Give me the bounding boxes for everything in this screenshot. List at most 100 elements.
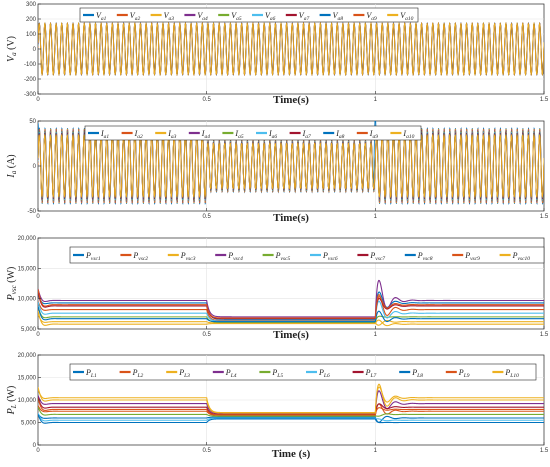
series-line-pl5 xyxy=(38,406,544,417)
chart-3: 0 0.5 1 1.5 5,000 10,000 15,000 20,000 Time(s) Pv… xyxy=(6,236,549,341)
legend-label-pvsc6: Pvsc6 xyxy=(322,251,338,262)
y-tick-label: 15,000 xyxy=(18,266,37,272)
series-line-pl8 xyxy=(38,414,544,424)
x-axis-label: Time (s) xyxy=(272,448,311,460)
series-line-pvsc4 xyxy=(38,279,544,318)
legend-label-ia6: Ia6 xyxy=(268,129,277,140)
chart-1: 0 0.5 1 1.5 -300 -200 -100 0 100 200 300 Time(s) Va … xyxy=(6,2,549,106)
y-axis-label: PL (W) xyxy=(6,386,18,416)
legend-label-va3: Va3 xyxy=(164,11,175,22)
legend-label-pl3: PL3 xyxy=(178,368,190,379)
legend-label-va10: Va10 xyxy=(400,11,413,22)
x-tick-label: 1 xyxy=(374,97,378,103)
series-group xyxy=(38,121,544,205)
series-line-pl1 xyxy=(38,413,544,423)
series-line-pvsc9 xyxy=(38,289,544,319)
legend-label-va2: Va2 xyxy=(130,11,141,22)
legend-label-pvsc7: Pvsc7 xyxy=(369,251,385,262)
legend-label-va9: Va9 xyxy=(366,11,377,22)
legend-box xyxy=(69,363,537,381)
legend-label-pvsc10: Pvsc10 xyxy=(512,251,531,262)
legend-label-pl8: PL8 xyxy=(411,368,423,379)
legend-label-pvsc9: Pvsc9 xyxy=(464,251,480,262)
series-line-pl6 xyxy=(38,412,544,422)
legend: Pvsc1 Pvsc2 Pvsc3 Pvsc4 Pvsc5 Pvsc6 Pvsc7 Pvsc8… xyxy=(69,246,545,264)
y-tick-label: 200 xyxy=(26,17,37,23)
x-tick-label: 1 xyxy=(374,214,378,220)
legend-label-va8: Va8 xyxy=(333,11,344,22)
series-line-pvsc8 xyxy=(38,306,544,323)
legend: PL1 PL2 PL3 PL4 PL5 PL6 PL7 PL8 PL9 PL10 xyxy=(69,363,537,381)
legend-label-pvsc2: Pvsc2 xyxy=(132,251,148,262)
series-line-pvsc2 xyxy=(38,294,544,322)
chart-4: 0 0.5 1 1.5 0 5,000 10,000 15,000 20,000 Time (s)… xyxy=(6,353,549,460)
legend-label-ia5: Ia5 xyxy=(234,129,243,140)
y-tick-label: 15,000 xyxy=(18,376,37,382)
legend-label-pl4: PL4 xyxy=(225,368,237,379)
legend-label-pvsc8: Pvsc8 xyxy=(417,251,433,262)
y-tick-label: -100 xyxy=(24,62,37,68)
legend-label-va5: Va5 xyxy=(231,11,242,22)
legend-label-pl9: PL9 xyxy=(458,368,470,379)
x-tick-label: 1.5 xyxy=(540,448,549,454)
x-tick-label: 0 xyxy=(36,214,40,220)
legend-box xyxy=(69,246,545,264)
series-line-pvsc1 xyxy=(38,291,544,320)
x-axis-label: Time(s) xyxy=(273,212,309,224)
series-line-pvsc10 xyxy=(38,310,544,327)
series-line-pvsc6 xyxy=(38,300,544,322)
legend-label-pl2: PL2 xyxy=(132,368,144,379)
legend-label-pl5: PL5 xyxy=(271,368,283,379)
x-tick-label: 0.5 xyxy=(202,448,211,454)
y-tick-label: 0 xyxy=(33,443,37,449)
legend-box xyxy=(79,7,419,23)
series-group xyxy=(38,279,544,327)
legend-label-pvsc1: Pvsc1 xyxy=(85,251,101,262)
x-tick-label: 1.5 xyxy=(540,214,549,220)
legend: Ia1 Ia2 Ia3 Ia4 Ia5 Ia6 Ia7 Ia8 Ia9 Ia10 xyxy=(84,125,422,141)
x-tick-label: 1.5 xyxy=(540,97,549,103)
series-line-pl9 xyxy=(38,398,544,416)
x-tick-label: 1 xyxy=(374,448,378,454)
legend-label-ia8: Ia8 xyxy=(335,129,344,140)
y-tick-label: 0 xyxy=(33,164,37,170)
legend-label-pl10: PL10 xyxy=(504,368,519,379)
y-tick-label: 0 xyxy=(33,47,37,53)
legend: Va1 Va2 Va3 Va4 Va5 Va6 Va7 Va8 Va9 Va10 xyxy=(79,7,419,23)
x-tick-label: 1.5 xyxy=(540,332,549,338)
legend-label-pl1: PL1 xyxy=(85,368,97,379)
y-tick-label: 20,000 xyxy=(18,353,37,359)
legend-box xyxy=(84,125,422,141)
legend-label-va1: Va1 xyxy=(96,11,107,22)
x-tick-label: 0.5 xyxy=(202,97,211,103)
legend-label-ia1: Ia1 xyxy=(100,129,109,140)
series-line-va10 xyxy=(38,22,544,76)
y-tick-label: 5,000 xyxy=(21,327,37,333)
x-tick-label: 0.5 xyxy=(202,332,211,338)
y-axis-label: Va (V) xyxy=(6,36,18,62)
series-line-pvsc3 xyxy=(38,314,544,326)
y-tick-label: 100 xyxy=(26,32,37,38)
legend-label-va4: Va4 xyxy=(197,11,208,22)
y-tick-label: 300 xyxy=(26,2,37,8)
series-line-pvsc7 xyxy=(38,292,544,320)
y-axis-label: Ia (A) xyxy=(6,154,18,178)
x-tick-label: 0 xyxy=(36,332,40,338)
legend-label-pvsc5: Pvsc5 xyxy=(275,251,291,262)
legend-label-pl6: PL6 xyxy=(318,368,330,379)
y-axis-label: Pvsc (W) xyxy=(6,267,18,302)
series-line-pvsc5 xyxy=(38,306,544,323)
legend-label-ia4: Ia4 xyxy=(201,129,210,140)
legend-label-ia3: Ia3 xyxy=(167,129,176,140)
y-tick-label: 10,000 xyxy=(18,398,37,404)
series-group xyxy=(38,383,544,424)
y-tick-label: -200 xyxy=(24,77,37,83)
legend-label-pl7: PL7 xyxy=(365,368,377,379)
series-line-pl10 xyxy=(38,383,544,414)
y-tick-label: -300 xyxy=(24,92,37,98)
legend-label-ia9: Ia9 xyxy=(369,129,378,140)
x-tick-label: 0 xyxy=(36,448,40,454)
series-line-ia10 xyxy=(38,133,544,199)
